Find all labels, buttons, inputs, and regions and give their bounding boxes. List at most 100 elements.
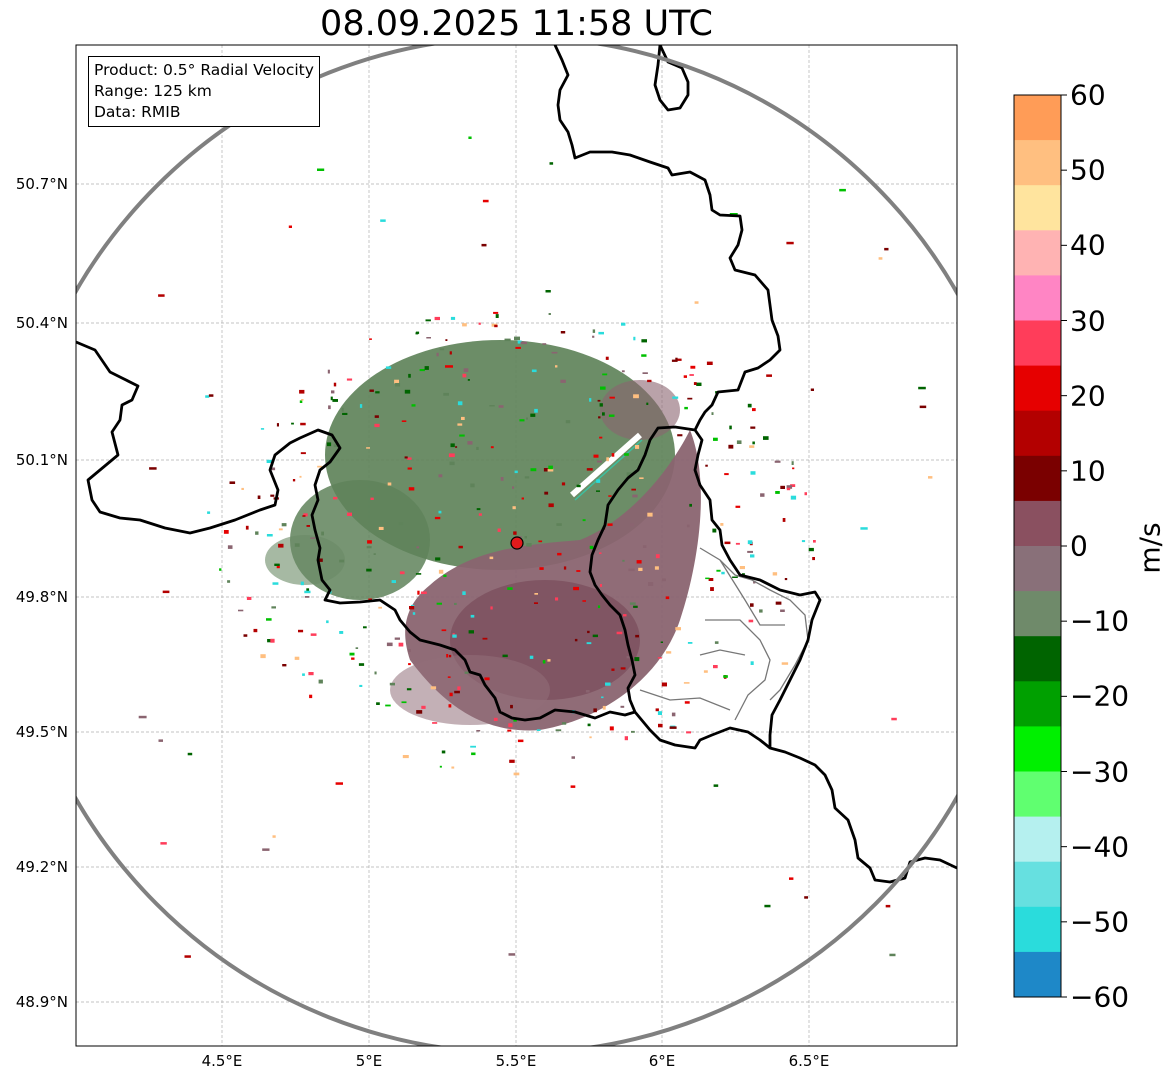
echo-speckle — [631, 488, 636, 491]
echo-speckle — [576, 484, 581, 488]
colorbar-segment — [1014, 816, 1061, 863]
border-east — [588, 425, 822, 750]
echo-speckle — [655, 554, 660, 559]
echo-speckle — [385, 366, 392, 369]
echo-speckle — [547, 468, 554, 472]
echo-speckle — [255, 531, 259, 535]
echo-speckle — [531, 369, 537, 373]
echo-speckle — [708, 578, 714, 581]
echo-speckle — [245, 525, 249, 530]
echo-speckle — [410, 604, 415, 607]
echo-speckle — [683, 375, 687, 378]
outbound-echo-fringe — [390, 655, 550, 725]
echo-speckle — [589, 545, 594, 549]
echo-speckle-outlier — [335, 782, 343, 785]
echo-speckle — [792, 467, 795, 470]
colorbar-tick-marks — [1061, 94, 1067, 998]
echo-speckle — [732, 576, 738, 578]
echo-speckle — [386, 642, 393, 647]
echo-speckle — [534, 602, 538, 604]
echo-speckle — [434, 316, 440, 321]
echo-speckle — [654, 566, 659, 570]
echo-speckle-outlier — [207, 511, 211, 514]
echo-speckle-outlier — [928, 476, 933, 479]
echo-speckle — [602, 412, 605, 416]
echo-speckle — [415, 331, 420, 334]
echo-speckle — [530, 468, 537, 472]
echo-speckle — [660, 641, 663, 643]
echo-speckle — [369, 338, 372, 340]
colorbar-segment — [1014, 185, 1061, 231]
echo-speckle — [303, 513, 308, 517]
echo-speckle — [407, 467, 412, 470]
echo-speckle — [355, 647, 359, 649]
echo-speckle — [547, 659, 551, 662]
echo-speckle-outlier — [482, 199, 489, 203]
echo-speckle — [801, 540, 806, 543]
echo-speckle — [711, 412, 714, 415]
echo-speckle — [482, 637, 488, 640]
echo-speckle — [620, 705, 625, 708]
echo-speckle — [299, 475, 302, 478]
echo-speckle — [657, 657, 662, 659]
echo-speckle-outlier — [545, 290, 551, 293]
echo-speckle-outlier — [860, 527, 868, 530]
echo-speckle — [326, 620, 329, 624]
echo-speckle-outlier — [288, 225, 292, 228]
echo-speckle — [478, 322, 481, 325]
echo-speckle — [281, 523, 287, 527]
echo-speckle — [706, 361, 713, 365]
echo-speckle — [790, 484, 796, 487]
echo-speckle — [763, 436, 769, 440]
radar-site-marker — [510, 536, 524, 550]
colorbar-segment — [1014, 951, 1061, 998]
echo-speckle — [705, 464, 708, 467]
echo-speckle — [574, 638, 578, 642]
echo-speckle — [601, 696, 604, 699]
echo-speckle-outlier — [764, 904, 771, 908]
echo-speckle — [282, 664, 287, 667]
colorbar-segment — [1014, 546, 1061, 592]
echo-speckle — [555, 729, 562, 732]
echo-speckle — [530, 413, 536, 417]
region-boundaries — [639, 547, 809, 721]
echo-speckle — [775, 491, 780, 494]
echo-speckle — [705, 577, 710, 580]
echo-speckle — [500, 477, 504, 481]
echo-speckle — [238, 609, 244, 612]
lat-label-50-4: 50.4°N — [15, 314, 68, 332]
echo-speckle — [804, 492, 807, 496]
echo-speckle — [609, 726, 614, 731]
echo-speckle — [470, 745, 476, 748]
echo-speckle — [623, 614, 627, 617]
echo-speckle — [467, 379, 470, 381]
echo-speckle — [555, 365, 558, 368]
colorbar-segment — [1014, 275, 1061, 321]
echo-speckle — [339, 559, 345, 563]
echo-speckle — [267, 639, 273, 643]
echo-speckle-outlier — [380, 219, 386, 222]
echo-speckle — [712, 528, 717, 533]
echo-speckle — [689, 503, 692, 507]
echo-speckle — [359, 684, 363, 687]
echo-speckle — [587, 630, 590, 634]
echo-speckle-outlier — [598, 331, 604, 335]
echo-speckle — [782, 518, 786, 522]
echo-speckle — [633, 394, 639, 399]
echo-speckle — [449, 692, 453, 697]
echo-speckle — [548, 465, 553, 470]
echo-speckle — [333, 496, 338, 500]
echo-speckle — [394, 379, 399, 384]
echo-speckle — [513, 719, 517, 722]
echo-speckle — [548, 503, 554, 508]
echo-speckle-outlier — [628, 568, 635, 572]
echo-speckle — [266, 534, 273, 537]
echo-speckle-outlier — [703, 670, 708, 673]
echo-speckle — [310, 537, 316, 539]
echo-speckle — [401, 420, 407, 422]
velocity-echoes — [138, 63, 933, 958]
colorbar-tick-label: −50 — [1070, 905, 1130, 939]
echo-speckle — [512, 506, 516, 510]
echo-speckle — [438, 510, 442, 514]
colorbar-segment — [1014, 591, 1061, 637]
